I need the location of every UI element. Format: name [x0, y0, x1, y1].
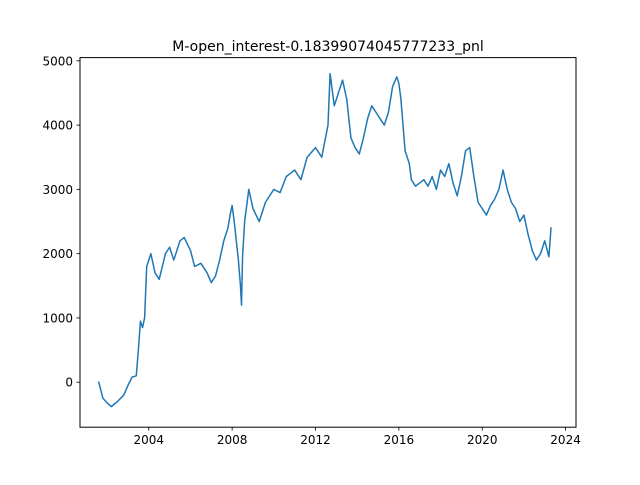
- chart-title: M-open_interest-0.18399074045777233_pnl: [172, 39, 484, 55]
- y-tick-label: 3000: [42, 183, 73, 197]
- x-tick-label: 2008: [217, 433, 248, 447]
- series-layer: [97, 72, 552, 408]
- y-tick-label: 1000: [42, 311, 73, 325]
- y-tick-label: 0: [65, 376, 73, 390]
- y-tick-label: 4000: [42, 119, 73, 133]
- x-tick-label: 2004: [133, 433, 164, 447]
- plot-area-frame: [79, 57, 577, 428]
- y-tick-label: 2000: [42, 247, 73, 261]
- y-axis: 0 1000 2000 3000 4000 5000: [42, 54, 80, 390]
- x-tick-label: 2012: [300, 433, 331, 447]
- y-tick-label: 5000: [42, 54, 73, 68]
- x-tick-label: 2016: [384, 433, 415, 447]
- x-axis: 2004 2008 2012 2016 2020 2024: [133, 427, 581, 447]
- series-line-0: [97, 72, 552, 408]
- x-tick-label: 2020: [467, 433, 498, 447]
- x-tick-label: 2024: [550, 433, 581, 447]
